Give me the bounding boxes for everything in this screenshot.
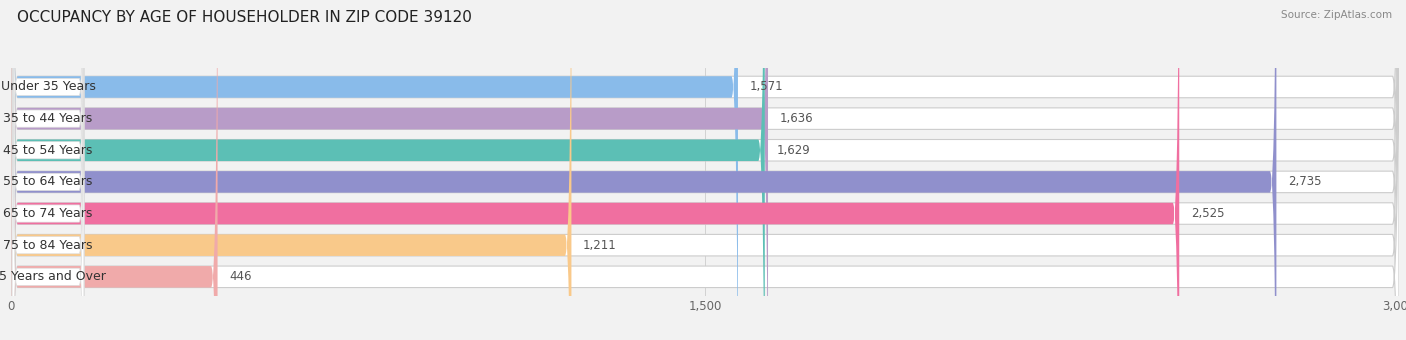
Text: 1,211: 1,211 bbox=[583, 239, 617, 252]
Text: Under 35 Years: Under 35 Years bbox=[0, 81, 96, 94]
FancyBboxPatch shape bbox=[11, 0, 765, 340]
Text: 45 to 54 Years: 45 to 54 Years bbox=[3, 144, 93, 157]
Text: 55 to 64 Years: 55 to 64 Years bbox=[3, 175, 93, 188]
FancyBboxPatch shape bbox=[11, 0, 1399, 340]
FancyBboxPatch shape bbox=[13, 0, 84, 340]
FancyBboxPatch shape bbox=[13, 0, 84, 340]
Text: 1,629: 1,629 bbox=[776, 144, 810, 157]
FancyBboxPatch shape bbox=[13, 0, 84, 340]
Text: 446: 446 bbox=[229, 270, 252, 283]
FancyBboxPatch shape bbox=[13, 0, 84, 340]
Text: 85 Years and Over: 85 Years and Over bbox=[0, 270, 105, 283]
FancyBboxPatch shape bbox=[13, 0, 84, 340]
Text: 1,636: 1,636 bbox=[779, 112, 813, 125]
FancyBboxPatch shape bbox=[11, 0, 1399, 340]
Text: 65 to 74 Years: 65 to 74 Years bbox=[3, 207, 93, 220]
FancyBboxPatch shape bbox=[11, 0, 1399, 340]
Text: 1,571: 1,571 bbox=[749, 81, 783, 94]
Text: 2,525: 2,525 bbox=[1191, 207, 1225, 220]
Text: OCCUPANCY BY AGE OF HOUSEHOLDER IN ZIP CODE 39120: OCCUPANCY BY AGE OF HOUSEHOLDER IN ZIP C… bbox=[17, 10, 472, 25]
FancyBboxPatch shape bbox=[11, 0, 218, 340]
FancyBboxPatch shape bbox=[13, 0, 84, 340]
Text: Source: ZipAtlas.com: Source: ZipAtlas.com bbox=[1281, 10, 1392, 20]
FancyBboxPatch shape bbox=[11, 0, 1399, 340]
FancyBboxPatch shape bbox=[11, 0, 768, 340]
FancyBboxPatch shape bbox=[11, 0, 571, 340]
FancyBboxPatch shape bbox=[11, 0, 1399, 340]
FancyBboxPatch shape bbox=[11, 0, 1399, 340]
FancyBboxPatch shape bbox=[11, 0, 738, 340]
FancyBboxPatch shape bbox=[13, 0, 84, 340]
FancyBboxPatch shape bbox=[11, 0, 1399, 340]
Text: 75 to 84 Years: 75 to 84 Years bbox=[3, 239, 93, 252]
Text: 2,735: 2,735 bbox=[1288, 175, 1322, 188]
FancyBboxPatch shape bbox=[11, 0, 1180, 340]
FancyBboxPatch shape bbox=[11, 0, 1277, 340]
Text: 35 to 44 Years: 35 to 44 Years bbox=[3, 112, 93, 125]
